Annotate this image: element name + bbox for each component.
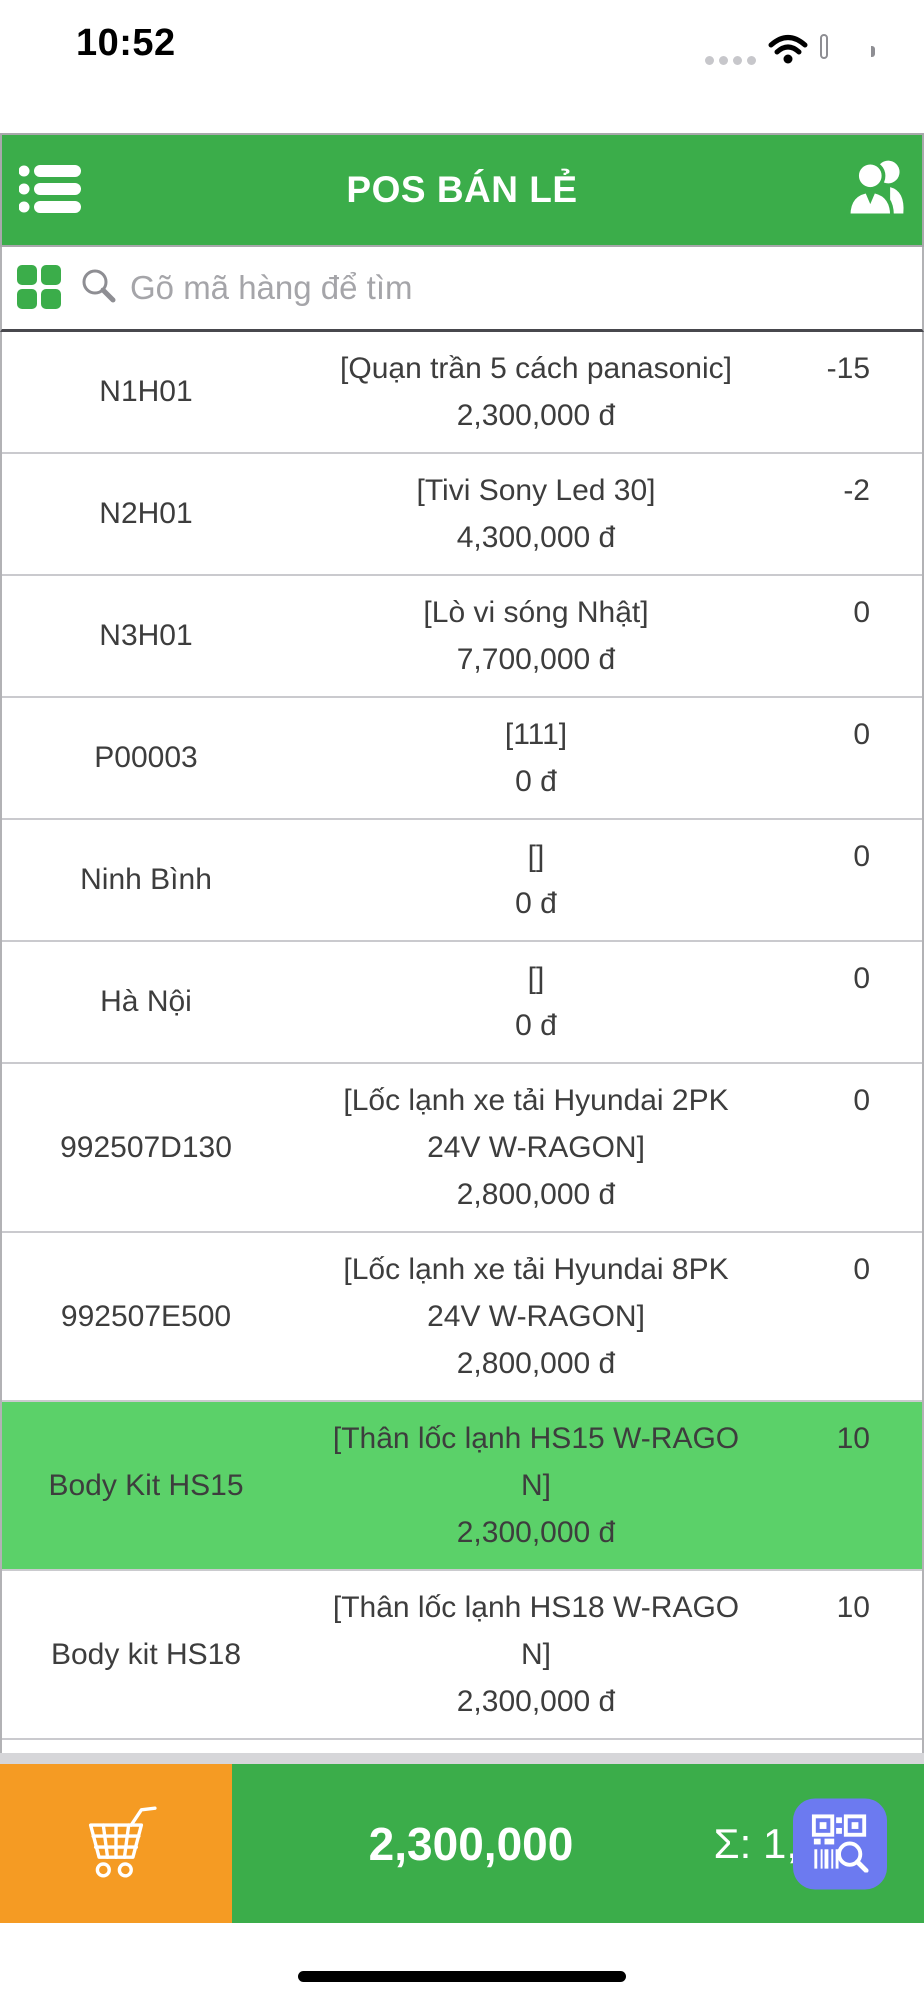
product-quantity: -2 [843, 474, 870, 507]
product-name: [111] [504, 718, 568, 751]
product-info: [Lò vi sóng Nhật] 7,700,000 đ [314, 576, 758, 696]
product-price: 2,800,000 đ [456, 1178, 616, 1211]
product-info: [Thân lốc lạnh HS15 W-RAGO N] 2,300,000 … [314, 1402, 758, 1569]
product-quantity: 10 [836, 1591, 870, 1624]
product-code: Ninh Bình [80, 863, 212, 896]
product-price: 2,300,000 đ [456, 1516, 616, 1549]
product-info: [Lốc lạnh xe tải Hyundai 2PK 24V W-RAGON… [314, 1064, 758, 1231]
product-name: [Quạn trần 5 cách panasonic] [340, 352, 732, 385]
battery-icon [820, 34, 876, 65]
product-row[interactable]: Body Kit HS15 [Thân lốc lạnh HS15 W-RAGO… [2, 1402, 922, 1571]
product-price: 2,300,000 đ [456, 399, 616, 432]
product-price: 4,300,000 đ [456, 521, 616, 554]
product-info: [Lốc lạnh xe tải Hyundai 8PK 24V W-RAGON… [314, 1233, 758, 1400]
product-quantity: -15 [826, 352, 870, 385]
product-name: [] [527, 962, 545, 995]
product-row[interactable]: Ninh Bình [] 0 đ 0 [2, 820, 922, 942]
product-name: [Lò vi sóng Nhật] [423, 596, 649, 629]
sum-count: Σ: 1, [713, 1819, 798, 1867]
product-quantity: 0 [853, 1084, 870, 1117]
wifi-icon [768, 34, 808, 69]
footer-bar: 2,300,000 Σ: 1, [0, 1764, 924, 1923]
total-amount: 2,300,000 [368, 1817, 574, 1870]
product-price: 7,700,000 đ [456, 643, 616, 676]
product-code: Body Kit HS15 [48, 1468, 244, 1502]
barcode-qr-scan-icon [810, 1812, 870, 1875]
product-price: 2,300,000 đ [456, 1685, 616, 1718]
product-info: [Quạn trần 5 cách panasonic] 2,300,000 đ [314, 332, 758, 452]
product-code: N2H01 [99, 497, 193, 530]
product-quantity: 0 [853, 718, 870, 751]
shopping-cart-icon [72, 1803, 160, 1884]
product-code: 992507D130 [60, 1130, 232, 1164]
footer-summary: 2,300,000 Σ: 1, [232, 1764, 924, 1923]
list-footer-gap [0, 1740, 924, 1753]
product-quantity: 0 [853, 1253, 870, 1286]
home-indicator[interactable] [298, 1971, 626, 1982]
status-bar: 10:52 [0, 0, 924, 133]
search-icon [80, 267, 118, 310]
product-info: [Tivi Sony Led 30] 4,300,000 đ [314, 454, 758, 574]
product-name: [Thân lốc lạnh HS18 W-RAGO N] [332, 1591, 740, 1671]
grid-view-button[interactable] [16, 265, 62, 311]
status-icons [705, 34, 876, 69]
product-row[interactable]: N1H01 [Quạn trần 5 cách panasonic] 2,300… [2, 332, 922, 454]
scan-button[interactable] [793, 1798, 887, 1889]
page-title: POS BÁN LẺ [346, 169, 578, 210]
product-code: Body kit HS18 [50, 1637, 242, 1671]
product-info: [Thân lốc lạnh HS18 W-RAGO N] 2,300,000 … [314, 1571, 758, 1738]
menu-button[interactable] [18, 165, 82, 215]
product-row[interactable]: Body kit HS18 [Thân lốc lạnh HS18 W-RAGO… [2, 1571, 922, 1740]
search-bar [0, 247, 924, 332]
product-price: 0 đ [515, 765, 557, 798]
product-list: N1H01 [Quạn trần 5 cách panasonic] 2,300… [0, 332, 924, 1740]
product-code: N3H01 [99, 619, 193, 652]
product-info: [] 0 đ [314, 820, 758, 940]
grid-icon [17, 265, 61, 312]
footer-divider [0, 1753, 924, 1764]
product-price: 0 đ [515, 1009, 557, 1042]
product-quantity: 10 [836, 1422, 870, 1455]
cellular-signal-dots [705, 56, 756, 65]
product-quantity: 0 [853, 840, 870, 873]
product-row[interactable]: N2H01 [Tivi Sony Led 30] 4,300,000 đ -2 [2, 454, 922, 576]
cart-button[interactable] [0, 1764, 232, 1923]
list-menu-icon [18, 165, 81, 216]
product-name: [Lốc lạnh xe tải Hyundai 2PK 24V W-RAGON… [343, 1084, 729, 1164]
contacts-button[interactable] [840, 155, 910, 225]
product-row[interactable]: 992507E500 [Lốc lạnh xe tải Hyundai 8PK … [2, 1233, 922, 1402]
product-price: 2,800,000 đ [456, 1347, 616, 1380]
product-name: [Tivi Sony Led 30] [416, 474, 656, 507]
product-code: N1H01 [99, 375, 193, 408]
search-input[interactable] [130, 269, 908, 307]
product-code: P00003 [94, 741, 198, 774]
app-header: POS BÁN LẺ [0, 133, 924, 247]
product-name: [] [527, 840, 545, 873]
product-info: [] 0 đ [314, 942, 758, 1062]
product-code: 992507E500 [60, 1299, 232, 1333]
product-row[interactable]: N3H01 [Lò vi sóng Nhật] 7,700,000 đ 0 [2, 576, 922, 698]
product-info: [111] 0 đ [314, 698, 758, 818]
product-row[interactable]: Hà Nội [] 0 đ 0 [2, 942, 922, 1064]
product-row[interactable]: P00003 [111] 0 đ 0 [2, 698, 922, 820]
product-row[interactable]: 992507D130 [Lốc lạnh xe tải Hyundai 2PK … [2, 1064, 922, 1233]
product-quantity: 0 [853, 596, 870, 629]
product-quantity: 0 [853, 962, 870, 995]
product-name: [Lốc lạnh xe tải Hyundai 8PK 24V W-RAGON… [343, 1253, 729, 1333]
product-code: Hà Nội [100, 985, 192, 1018]
product-name: [Thân lốc lạnh HS15 W-RAGO N] [332, 1422, 740, 1502]
status-time: 10:52 [76, 22, 176, 64]
contacts-people-icon [841, 160, 909, 226]
product-price: 0 đ [515, 887, 557, 920]
